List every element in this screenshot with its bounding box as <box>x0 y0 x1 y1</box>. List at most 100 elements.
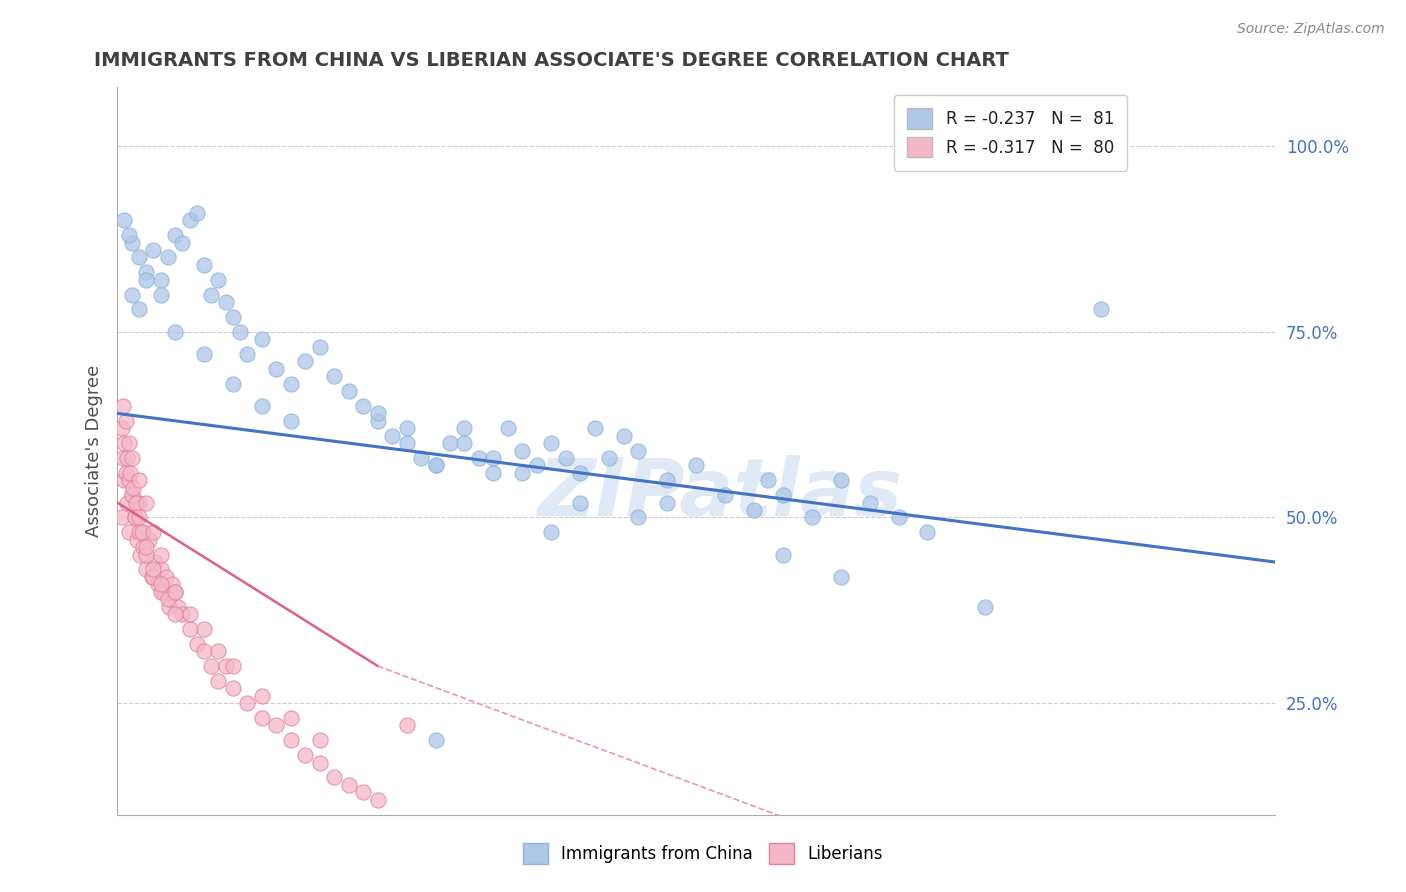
Point <box>117 495 139 509</box>
Point <box>149 584 172 599</box>
Point <box>323 369 346 384</box>
Point <box>118 228 141 243</box>
Point <box>337 778 360 792</box>
Point <box>149 577 172 591</box>
Point <box>742 503 765 517</box>
Y-axis label: Associate's Degree: Associate's Degree <box>86 365 103 537</box>
Point <box>165 584 187 599</box>
Point <box>308 339 330 353</box>
Point <box>149 273 172 287</box>
Point <box>143 555 166 569</box>
Point <box>250 332 273 346</box>
Point <box>167 599 190 614</box>
Point <box>156 592 179 607</box>
Point <box>120 466 142 480</box>
Point <box>367 406 389 420</box>
Point <box>132 540 155 554</box>
Point <box>165 228 187 243</box>
Point <box>135 273 157 287</box>
Point <box>756 473 779 487</box>
Point <box>193 644 215 658</box>
Point <box>294 748 316 763</box>
Text: IMMIGRANTS FROM CHINA VS LIBERIAN ASSOCIATE'S DEGREE CORRELATION CHART: IMMIGRANTS FROM CHINA VS LIBERIAN ASSOCI… <box>94 51 1010 70</box>
Point <box>352 399 374 413</box>
Point <box>974 599 997 614</box>
Point <box>128 510 150 524</box>
Point <box>439 436 461 450</box>
Point <box>236 696 259 710</box>
Point <box>142 525 165 540</box>
Point <box>157 599 180 614</box>
Point <box>156 251 179 265</box>
Point <box>165 584 187 599</box>
Point <box>540 436 562 450</box>
Point <box>121 235 143 250</box>
Point <box>337 384 360 398</box>
Point <box>280 711 302 725</box>
Point <box>308 756 330 770</box>
Point <box>193 258 215 272</box>
Point <box>280 414 302 428</box>
Point <box>165 607 187 621</box>
Point <box>142 243 165 257</box>
Point <box>294 354 316 368</box>
Point <box>200 287 222 301</box>
Point <box>129 548 152 562</box>
Text: Source: ZipAtlas.com: Source: ZipAtlas.com <box>1237 22 1385 37</box>
Point <box>111 399 134 413</box>
Point <box>111 450 134 465</box>
Point <box>112 213 135 227</box>
Point <box>554 450 576 465</box>
Point <box>613 428 636 442</box>
Point <box>250 689 273 703</box>
Point <box>193 347 215 361</box>
Point <box>165 325 187 339</box>
Point <box>112 436 135 450</box>
Legend: Immigrants from China, Liberians: Immigrants from China, Liberians <box>516 837 890 871</box>
Point <box>149 562 172 576</box>
Point <box>425 733 447 747</box>
Point <box>149 287 172 301</box>
Point <box>135 265 157 279</box>
Point <box>627 443 650 458</box>
Point <box>510 443 533 458</box>
Point <box>425 458 447 473</box>
Point <box>308 733 330 747</box>
Point <box>135 562 157 576</box>
Point <box>222 659 245 673</box>
Point <box>179 622 201 636</box>
Point <box>598 450 620 465</box>
Point <box>117 450 139 465</box>
Point <box>250 399 273 413</box>
Point <box>409 450 432 465</box>
Point <box>118 525 141 540</box>
Legend: R = -0.237   N =  81, R = -0.317   N =  80: R = -0.237 N = 81, R = -0.317 N = 80 <box>894 95 1128 170</box>
Point <box>323 771 346 785</box>
Text: ZIPatlas: ZIPatlas <box>537 455 901 533</box>
Point <box>510 466 533 480</box>
Point <box>772 548 794 562</box>
Point <box>146 577 169 591</box>
Point <box>482 450 505 465</box>
Point <box>250 711 273 725</box>
Point <box>138 533 160 547</box>
Point <box>172 607 194 621</box>
Point <box>583 421 606 435</box>
Point <box>482 466 505 480</box>
Point <box>222 376 245 391</box>
Point <box>155 570 177 584</box>
Point <box>128 251 150 265</box>
Point <box>266 718 288 732</box>
Point <box>131 525 153 540</box>
Point <box>128 525 150 540</box>
Point <box>685 458 707 473</box>
Point <box>110 421 132 435</box>
Point <box>118 473 141 487</box>
Point <box>128 473 150 487</box>
Point <box>121 488 143 502</box>
Point <box>207 644 229 658</box>
Point <box>917 525 939 540</box>
Point <box>395 421 418 435</box>
Point <box>714 488 737 502</box>
Point <box>172 235 194 250</box>
